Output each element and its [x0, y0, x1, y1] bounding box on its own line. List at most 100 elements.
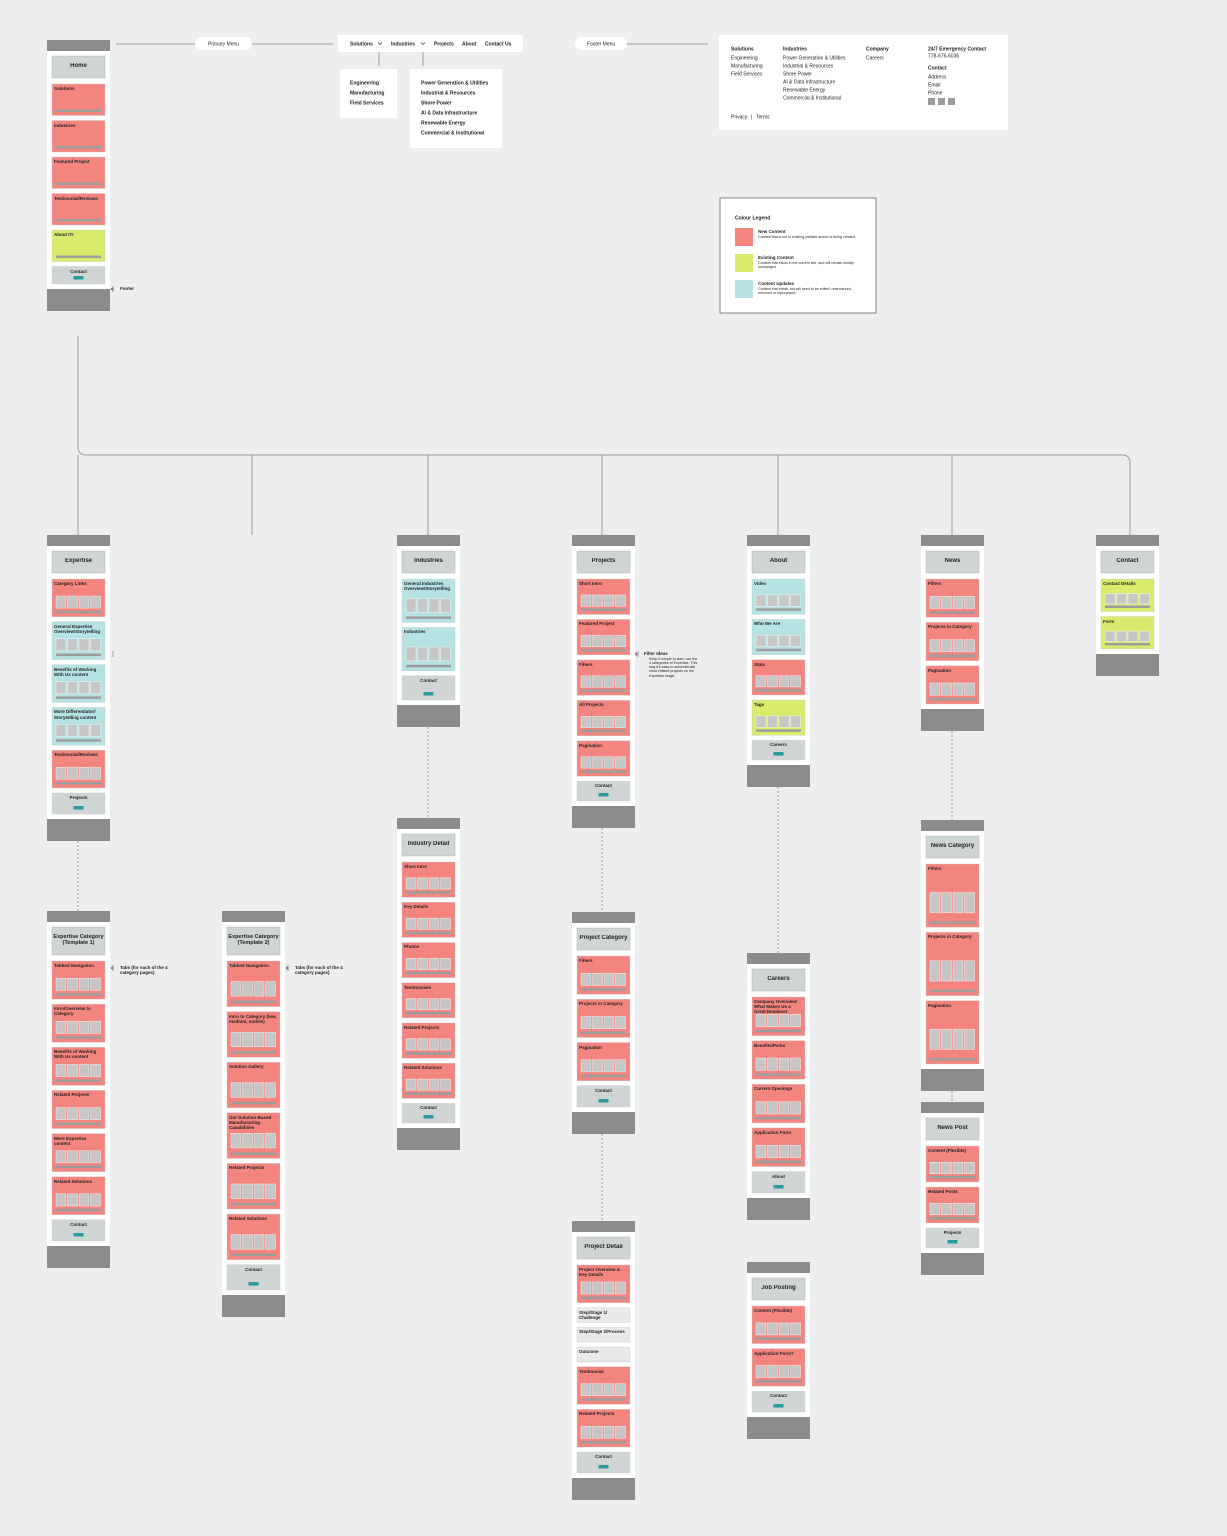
section-label: Contact: [770, 1393, 787, 1399]
thumb: [90, 767, 101, 780]
section: [51, 792, 106, 815]
section-label: Step/Stage 1/ Challenge: [579, 1309, 608, 1320]
thumb: [767, 635, 778, 647]
section-label-box: Pagination: [579, 742, 603, 748]
section-label: Testimonial: [579, 1368, 604, 1374]
thumb: [78, 681, 90, 694]
placeholder-bar: [406, 664, 451, 668]
thumb: [755, 1365, 767, 1378]
thumb: [964, 1202, 975, 1215]
page-title-box: [751, 1277, 806, 1301]
thumb: [67, 767, 78, 780]
section-label: Tabbed Navigation: [229, 963, 269, 968]
thumb: [242, 1031, 253, 1047]
annotation-note-box: Keep it simple to start; use the 4 categ…: [649, 657, 697, 678]
button: [598, 1099, 609, 1103]
footer-link: Field Services: [731, 71, 763, 77]
page-top-bar: [747, 953, 810, 964]
thumb: [90, 681, 101, 694]
footer-box: [719, 35, 1008, 130]
thumb: [767, 1322, 778, 1336]
thumb: [580, 756, 592, 769]
thumb: [440, 1038, 451, 1051]
thumb: [615, 1059, 626, 1073]
thumb: [90, 638, 101, 652]
thumb: [55, 595, 67, 609]
thumb: [1127, 593, 1139, 605]
section-label-box: Contact: [70, 269, 87, 274]
section: [226, 1264, 281, 1291]
page-top-bar: [397, 535, 460, 546]
thumb: [952, 1028, 964, 1050]
placeholder-bar: [581, 1296, 626, 1300]
thumb: [417, 877, 428, 890]
section-label: Short Intro: [579, 581, 602, 586]
thumb: [778, 1322, 790, 1336]
thumb: [230, 1133, 242, 1149]
placeholder-bar: [406, 1092, 451, 1095]
page-title-box: News: [945, 558, 961, 564]
thumb: [615, 973, 626, 986]
section-label-box: Contact Details: [1103, 581, 1136, 586]
thumb: [755, 1057, 767, 1071]
page-bottom-bar: [572, 1478, 635, 1500]
thumb: [778, 1101, 790, 1115]
placeholder-bar: [581, 1398, 626, 1401]
thumb: [767, 1014, 778, 1027]
page-title-box: Contact: [1116, 558, 1138, 564]
placeholder-bar: [581, 729, 626, 733]
section-label: Industries: [54, 122, 76, 128]
section: [751, 1171, 806, 1194]
section: [51, 1219, 106, 1242]
thumb: [242, 1133, 253, 1149]
section-label: Benefits of Working With Us content: [54, 666, 97, 677]
thumb: [603, 675, 615, 688]
section-label: Key Details: [404, 904, 429, 910]
thumb: [428, 646, 440, 662]
thumb: [1139, 630, 1150, 642]
section-label: Testimonial/Reviews: [54, 195, 98, 201]
section-label: Project Overview & Key Details: [579, 1267, 621, 1278]
thumb: [929, 1028, 941, 1050]
legend-swatch: [735, 254, 753, 272]
placeholder-bar: [56, 696, 101, 699]
thumb: [253, 1133, 265, 1149]
thumb: [755, 1101, 767, 1115]
section-label: Form: [1103, 618, 1115, 624]
annotation-arrow: [110, 287, 114, 291]
thumb: [755, 594, 767, 607]
placeholder-bar: [756, 689, 801, 692]
section-label-box: Contact: [595, 1454, 612, 1459]
section-label: Pagination: [579, 742, 603, 748]
placeholder-bar: [756, 1380, 801, 1383]
thumb: [1116, 630, 1127, 642]
thumb: [592, 1016, 603, 1029]
section-label: Pagination: [928, 1002, 952, 1008]
section-label: More Expertise content: [54, 1135, 87, 1146]
thumb: [78, 595, 90, 609]
placeholder-bar: [581, 1441, 626, 1444]
annotation-title: Filter Ideas: [644, 651, 668, 656]
page-title-box: [576, 927, 631, 951]
page-top-bar: [572, 1221, 635, 1232]
section-label: Video: [754, 581, 767, 586]
page-title-box: Expertise Category (Template 1): [53, 934, 103, 946]
section-label-box: Careers: [770, 742, 787, 747]
thumb: [405, 917, 417, 930]
section-label: Contact Details: [1103, 581, 1136, 586]
thumb: [55, 1064, 67, 1077]
page-title-box: [226, 926, 281, 956]
section-label: Contact: [420, 1105, 437, 1111]
thumb: [265, 1133, 276, 1149]
section-label: Filters: [928, 581, 942, 586]
button: [423, 692, 434, 696]
thumb: [767, 1057, 778, 1071]
footer-legal: Privacy: [731, 114, 748, 120]
page-bottom-bar: [1096, 654, 1159, 676]
footer-heading: Company: [866, 46, 889, 52]
section-label: Solutions: [54, 86, 75, 91]
thumb: [440, 877, 451, 890]
page-top-bar: [921, 535, 984, 546]
page-bottom-bar: [222, 1295, 285, 1317]
page-top-bar: [921, 820, 984, 831]
